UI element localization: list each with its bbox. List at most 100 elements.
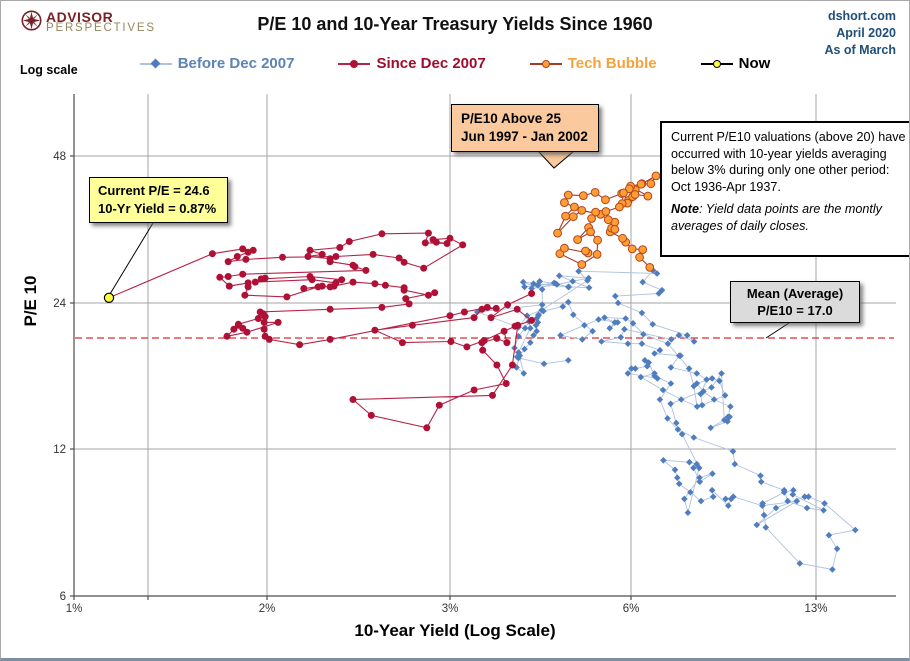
data-point [330, 282, 338, 290]
data-point [338, 276, 346, 284]
data-point [304, 253, 312, 260]
data-point [459, 241, 467, 249]
data-point [349, 396, 357, 403]
data-point [345, 238, 353, 245]
legend-marker-since-dec-2007 [338, 58, 371, 70]
series-tech-bubble [553, 171, 661, 272]
data-point [446, 312, 454, 320]
data-points [474, 267, 859, 573]
note-footnote-text: : Yield data points are the montly avera… [671, 202, 882, 233]
annotation-leader-lines [109, 222, 790, 339]
data-point [371, 326, 379, 334]
data-point [239, 270, 247, 278]
data-point [493, 361, 501, 369]
data-point [610, 225, 620, 234]
data-point [646, 179, 656, 189]
note-footnote-label: Note [671, 202, 699, 216]
y-tick-label: 6 [60, 591, 66, 603]
data-point [560, 243, 569, 253]
data-point [587, 214, 596, 223]
current-pe-line1: Current P/E = 24.6 [98, 183, 210, 198]
data-point [260, 318, 268, 326]
callout-line1: P/E10 Above 25 [461, 111, 562, 126]
data-point [326, 255, 334, 263]
data-point [492, 304, 500, 312]
data-point [378, 230, 386, 238]
data-point [420, 264, 428, 272]
data-point [630, 190, 640, 199]
y-tick-label: 48 [53, 151, 66, 163]
data-point [371, 280, 379, 288]
data-point [314, 283, 322, 291]
pe-above-25-callout: P/E10 Above 25 Jun 1997 - Jan 2002 [451, 104, 599, 152]
data-point [103, 292, 115, 303]
data-point [528, 316, 536, 324]
data-point [257, 275, 265, 283]
data-point [424, 229, 432, 237]
data-point [242, 255, 250, 263]
x-tick-label: 6% [623, 603, 640, 615]
data-point [326, 335, 334, 343]
data-point [487, 314, 495, 322]
data-point [489, 391, 496, 399]
callout-line2: Jun 1997 - Jan 2002 [461, 129, 588, 144]
x-tick-label: 3% [442, 603, 459, 615]
data-point [400, 258, 408, 266]
data-point [553, 228, 562, 238]
data-point [483, 303, 491, 311]
data-point [381, 281, 389, 289]
note-footnote: Note: Yield data points are the montly a… [671, 201, 907, 234]
data-point [636, 179, 646, 189]
note-annotation: Current P/E10 valuations (above 20) have… [660, 121, 909, 257]
legend-marker-tech-bubble [529, 58, 562, 70]
source-attribution: dshort.com April 2020 As of March [824, 8, 896, 59]
data-point [560, 198, 569, 208]
data-point [570, 202, 579, 212]
data-point [591, 207, 600, 217]
data-point [244, 279, 252, 287]
data-point [603, 215, 613, 225]
data-point [349, 278, 357, 286]
mean-line1: Mean (Average) [746, 286, 844, 301]
data-point [306, 273, 314, 280]
data-point [500, 327, 508, 335]
data-point [592, 250, 602, 259]
data-point [435, 401, 443, 409]
legend-label: Since Dec 2007 [376, 55, 486, 72]
data-point [405, 300, 413, 308]
data-point [561, 211, 570, 221]
x-axis-title: 10-Year Yield (Log Scale) [354, 621, 556, 640]
note-paragraph: Current P/E10 valuations (above 20) have… [671, 130, 906, 194]
data-point [581, 246, 590, 256]
data-point [502, 380, 510, 387]
data-point [296, 341, 304, 349]
data-point [234, 320, 242, 328]
data-point [635, 252, 644, 262]
data-point [332, 253, 340, 260]
data-point [593, 235, 602, 245]
logo-line1: ADVISOR [46, 9, 114, 25]
data-point [479, 346, 487, 354]
data-point [480, 337, 488, 344]
data-point [402, 295, 410, 303]
data-point [400, 284, 408, 292]
data-point [563, 190, 573, 200]
data-point [349, 261, 357, 269]
data-point [619, 188, 628, 198]
legend-label: Before Dec 2007 [177, 55, 295, 72]
x-tick-label: 1% [66, 603, 83, 615]
log-scale-label: Log scale [20, 63, 78, 77]
chart-title: P/E 10 and 10-Year Treasury Yields Since… [257, 14, 653, 34]
data-point [362, 266, 370, 274]
data-point [208, 250, 216, 258]
x-axis-tick-labels: 1% 2% 3% 6% 13% [66, 603, 828, 615]
data-point [627, 244, 637, 254]
data-point [508, 361, 516, 369]
advisor-perspectives-logo: ADVISOR PERSPECTIVES [21, 10, 156, 35]
legend-item-now: Now [700, 55, 770, 72]
data-point [586, 227, 595, 237]
data-point [256, 308, 264, 316]
series-now [103, 292, 115, 303]
legend-marker-now [700, 58, 733, 70]
data-point [306, 246, 314, 254]
